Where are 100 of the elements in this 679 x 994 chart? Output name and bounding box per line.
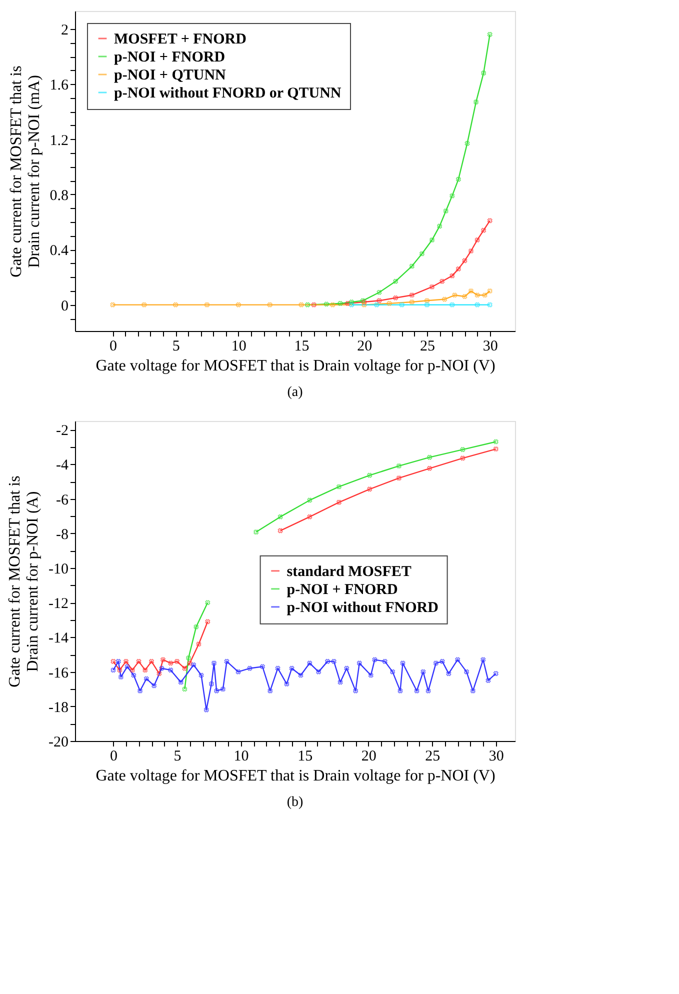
point: [430, 237, 435, 242]
point: [142, 302, 147, 308]
y-tick-label: -4: [56, 458, 69, 474]
point: [440, 278, 445, 284]
x-tick-label: 30: [482, 338, 498, 354]
point: [367, 472, 372, 478]
point: [393, 278, 398, 284]
point: [414, 688, 420, 694]
point: [174, 658, 180, 664]
point: [110, 302, 116, 308]
point: [278, 514, 283, 520]
point: [396, 463, 402, 468]
point: [376, 290, 382, 295]
y-tick-label: -6: [56, 492, 69, 508]
point: [220, 686, 226, 692]
point: [208, 681, 214, 686]
point: [305, 302, 310, 308]
point: [289, 666, 294, 671]
point: [474, 100, 479, 105]
point: [204, 302, 210, 308]
point: [468, 288, 474, 294]
point: [409, 292, 414, 298]
point: [443, 208, 448, 214]
y-tick-label: -20: [48, 734, 68, 750]
point: [353, 688, 358, 694]
x-tick-label: 0: [110, 748, 118, 764]
point: [474, 237, 480, 242]
x-tick-label: 25: [425, 748, 440, 764]
x-axis-title: Gate voltage for MOSFET that is Drain voltage for p-NOI (V): [96, 768, 496, 784]
point: [470, 688, 476, 694]
point: [124, 664, 130, 670]
point: [131, 672, 136, 678]
point: [268, 688, 273, 694]
x-tick-label: 20: [361, 748, 376, 764]
point: [204, 707, 209, 712]
point: [399, 302, 404, 308]
point: [316, 669, 322, 674]
point: [344, 666, 350, 671]
x-tick-label: 15: [298, 748, 313, 764]
point: [409, 300, 414, 305]
point: [191, 662, 196, 668]
point: [386, 300, 392, 306]
point: [493, 671, 498, 676]
y-axis-title: Gate current for MOSFET that is Drain current for p-NOI (mA): [8, 66, 43, 278]
point: [254, 530, 259, 535]
legend-label: p-NOI + FNORD: [114, 50, 226, 66]
point: [345, 300, 350, 306]
y-tick-label: -10: [48, 562, 68, 578]
point: [390, 669, 396, 674]
point: [437, 224, 442, 229]
point: [182, 686, 188, 692]
point: [433, 660, 438, 666]
line-series: [110, 657, 498, 712]
point: [330, 302, 336, 308]
y-axis-title: Gate current for MOSFET that is Drain current for p-NOI (A): [6, 476, 42, 688]
point: [481, 228, 486, 233]
point: [426, 688, 431, 694]
point: [331, 658, 336, 664]
point: [450, 273, 455, 278]
point: [367, 486, 372, 492]
point: [118, 674, 124, 680]
point: [396, 476, 402, 481]
point: [349, 302, 354, 308]
point: [224, 658, 230, 664]
legend-label: p-NOI + FNORD: [286, 582, 398, 598]
legend-label: p-NOI without FNORD: [286, 600, 439, 616]
legend-label: standard MOSFET: [286, 564, 412, 580]
point: [487, 288, 492, 294]
point: [430, 284, 435, 290]
point: [450, 302, 455, 308]
point: [376, 298, 382, 304]
point: [427, 454, 432, 460]
point: [462, 294, 468, 300]
point: [196, 642, 202, 647]
point: [338, 300, 343, 306]
point: [178, 680, 184, 685]
point: [160, 657, 166, 662]
point: [205, 619, 210, 624]
point: [482, 292, 488, 298]
point: [187, 660, 192, 666]
point: [168, 660, 174, 666]
point: [486, 678, 491, 683]
point: [236, 669, 241, 674]
point: [144, 676, 149, 682]
point: [427, 466, 432, 471]
legend-label: p-NOI without FNORD or QTUNN: [114, 86, 342, 102]
x-tick-label: 5: [174, 748, 182, 764]
point: [374, 302, 380, 308]
point: [214, 688, 220, 694]
point: [368, 672, 374, 678]
y-tick-label: -16: [48, 665, 69, 682]
point: [452, 292, 458, 298]
y-tick-label: -2: [56, 423, 68, 440]
point: [487, 302, 492, 308]
point: [336, 500, 342, 505]
text: (a): [287, 385, 304, 400]
point: [336, 484, 342, 490]
point: [298, 302, 304, 308]
point: [456, 266, 461, 272]
point: [409, 264, 414, 269]
